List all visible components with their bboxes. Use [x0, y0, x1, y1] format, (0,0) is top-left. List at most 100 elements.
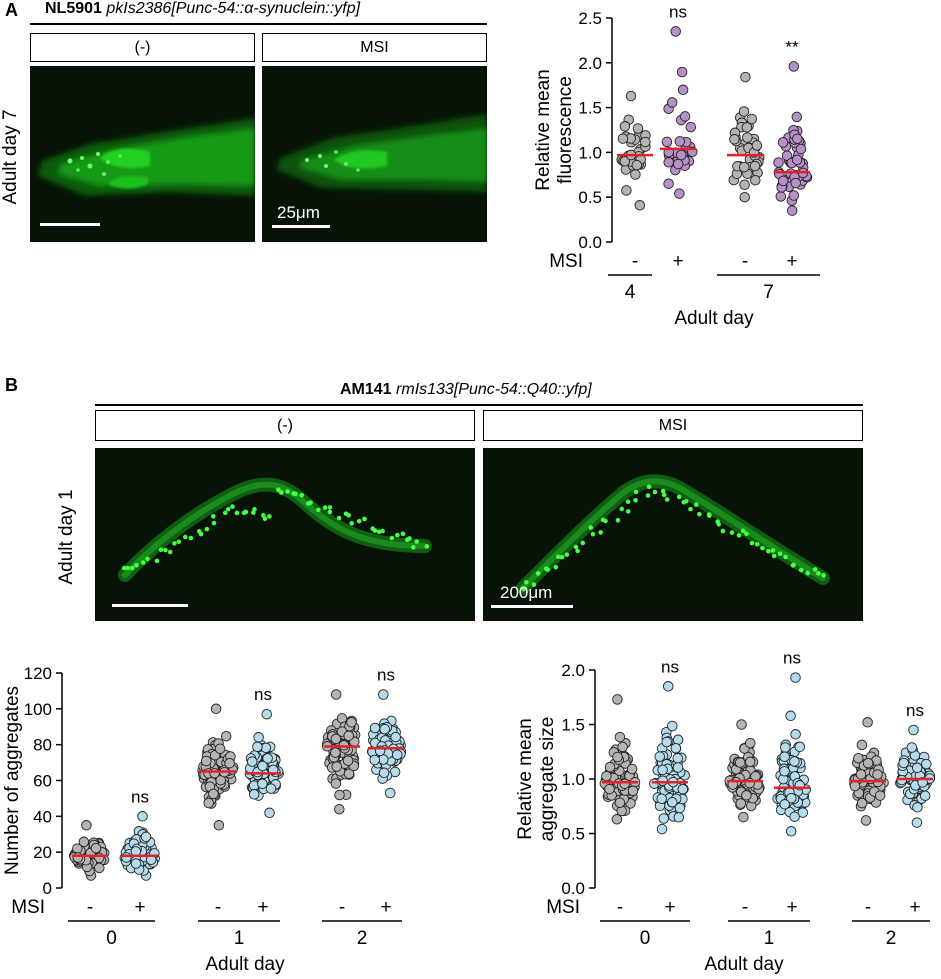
data-point [672, 752, 683, 764]
data-point [872, 769, 883, 780]
aggregate-dot [262, 516, 268, 522]
significance-label: ns [254, 685, 272, 704]
treatment-label: + [786, 897, 797, 918]
micrograph-a-control [30, 66, 255, 242]
data-point [744, 777, 755, 789]
scale-bar-a-control [40, 223, 100, 226]
scale-bar-b-control [112, 604, 188, 607]
aggregate-dot [299, 492, 305, 498]
data-point [742, 132, 753, 143]
y-tick-label: 40 [33, 807, 52, 826]
aggregate-dot [243, 509, 249, 515]
data-point [253, 732, 264, 743]
aggregate-dot [395, 532, 400, 538]
strain-name: AM141 [340, 381, 392, 398]
significance-label: ns [669, 2, 687, 21]
data-point [786, 792, 797, 804]
condition-label: MSI [360, 38, 389, 56]
aggregate-dot [400, 531, 406, 537]
data-point [670, 742, 682, 754]
msi-row-label: MSI [549, 251, 583, 272]
data-point [751, 140, 763, 151]
aggregate-dot [267, 514, 272, 519]
data-point [214, 743, 226, 754]
aggregate-dot [362, 516, 367, 522]
scale-bar-b-msi [491, 605, 573, 608]
data-point [625, 90, 637, 102]
data-point [343, 768, 355, 779]
data-point [209, 767, 220, 779]
y-tick-label: 20 [33, 843, 52, 862]
y-tick-label: 1.5 [578, 99, 602, 118]
data-point [330, 689, 342, 700]
y-axis-title: Relative mean [515, 718, 536, 839]
aggregate-dot [661, 492, 667, 498]
data-point [614, 797, 626, 808]
data-point [855, 769, 867, 780]
significance-label: ns [783, 649, 801, 668]
aggregate-dot [688, 506, 693, 512]
aggregate-dot [145, 556, 150, 562]
y-tick-label: 0.0 [561, 879, 585, 898]
treatment-label: + [134, 897, 145, 918]
aggregate-dot [121, 565, 127, 571]
aggregate-dot [603, 518, 608, 524]
aggregate-dot [315, 507, 321, 513]
aggregate-dot [720, 528, 726, 534]
aggregate-dot [222, 510, 228, 516]
significance-label: ns [131, 787, 149, 806]
condition-box-negative: (-) [95, 410, 475, 441]
y-tick-label: 60 [33, 772, 52, 791]
data-point [795, 143, 807, 155]
data-point [785, 826, 797, 837]
y-tick-label: 2.0 [578, 54, 602, 73]
aggregate-dot [783, 554, 788, 560]
y-tick-label: 0.5 [561, 825, 585, 844]
aggregate-dot [664, 497, 670, 502]
treatment-label: - [87, 897, 93, 918]
data-point [676, 66, 688, 78]
data-point [224, 757, 235, 769]
data-point [248, 789, 260, 800]
data-point [330, 747, 341, 758]
data-point [862, 757, 874, 769]
data-point [656, 823, 668, 835]
aggregate-dot [279, 490, 284, 495]
data-point [265, 783, 277, 794]
aggregate-dot [729, 530, 735, 535]
data-point [781, 150, 793, 161]
y-axis-title: aggregate size [537, 717, 558, 842]
data-point [790, 177, 801, 189]
data-point [657, 764, 668, 776]
data-point [921, 758, 932, 770]
aggregate-dot [683, 498, 689, 504]
data-point [780, 742, 791, 753]
data-point [378, 767, 390, 779]
aggregate-dot [349, 521, 354, 526]
data-point [252, 741, 263, 753]
y-tick-label: 2.0 [561, 661, 585, 680]
data-point [779, 765, 790, 777]
data-point [343, 730, 354, 742]
aggregate-dot [521, 586, 527, 592]
data-point [662, 681, 674, 692]
data-point [667, 796, 678, 808]
data-point [213, 820, 225, 831]
data-point [632, 123, 644, 134]
condition-box-msi: MSI [483, 410, 863, 441]
aggregate-dot [573, 544, 579, 550]
data-point [663, 157, 674, 168]
data-point [378, 689, 389, 700]
data-point [862, 717, 873, 728]
aggregate-dot [234, 510, 240, 516]
data-point [619, 121, 631, 132]
aggregate-dot [230, 504, 235, 509]
treatment-label: - [865, 897, 871, 918]
data-point [729, 134, 740, 145]
day-label: 1 [234, 928, 245, 949]
data-point [674, 188, 685, 199]
data-point [200, 755, 212, 767]
data-point [631, 159, 643, 171]
aggregate-dot [646, 484, 652, 490]
data-point [786, 205, 798, 216]
